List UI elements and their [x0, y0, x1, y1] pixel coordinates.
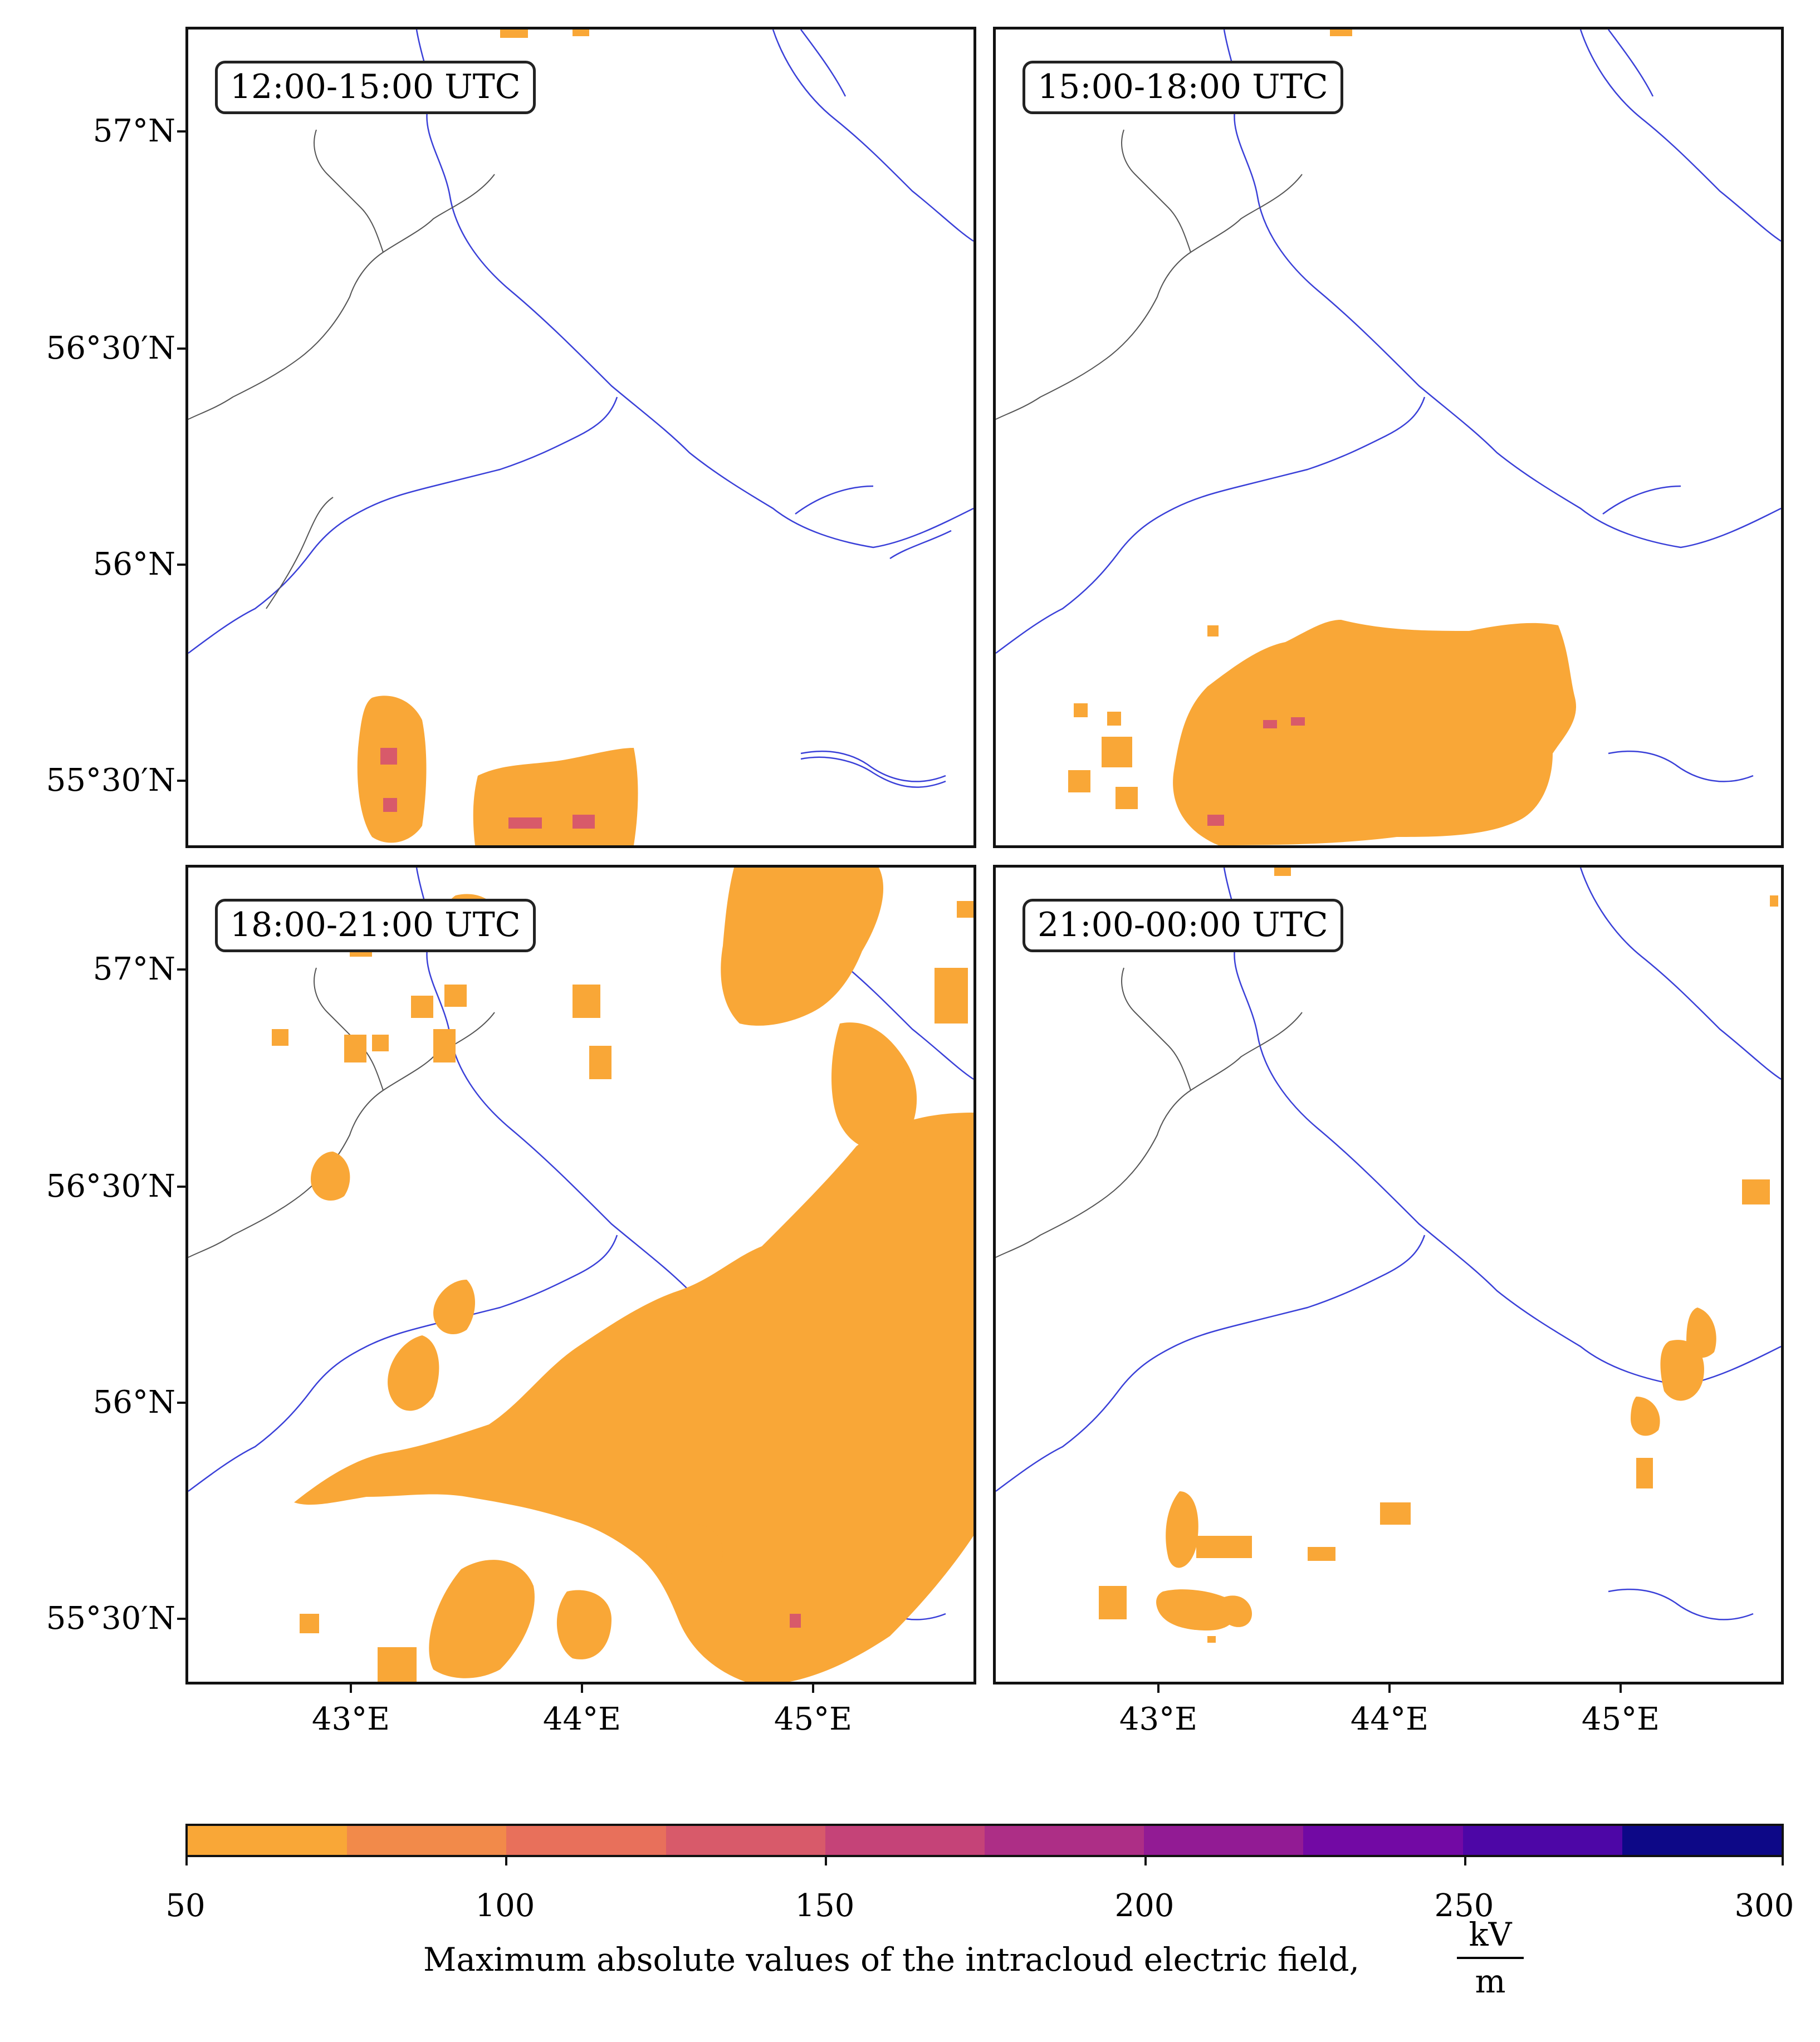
time-window-label: 15:00-18:00 UTC	[1022, 61, 1343, 114]
lon-label: 43°E	[311, 1701, 390, 1737]
colorbar-tick	[825, 1857, 827, 1865]
field-hotspots	[380, 748, 595, 829]
borders	[996, 129, 1303, 420]
colorbar-tick	[505, 1857, 507, 1865]
lat-label: 56°30′N	[46, 1168, 175, 1204]
map-panel-1: 12:00-15:00 UTC	[185, 27, 976, 848]
lat-label: 56°N	[92, 1384, 175, 1421]
field-cells	[1099, 868, 1778, 1643]
lon-tick	[812, 1684, 814, 1693]
lon-label: 45°E	[774, 1701, 853, 1737]
lon-tick	[1620, 1684, 1622, 1693]
colorbar-segment	[1462, 1826, 1622, 1855]
lat-tick	[177, 968, 185, 971]
lat-label: 57°N	[92, 951, 175, 987]
colorbar-tick-label: 100	[475, 1888, 535, 1924]
colorbar-segment	[825, 1826, 985, 1855]
lat-tick	[177, 347, 185, 350]
colorbar-tick-label: 150	[795, 1888, 855, 1924]
map-panel-3: 18:00-21:00 UTC	[185, 865, 976, 1684]
lon-label: 45°E	[1581, 1701, 1660, 1737]
colorbar-tick	[1782, 1857, 1784, 1865]
colorbar-tick	[1464, 1857, 1466, 1865]
colorbar-title: Maximum absolute values of the intraclou…	[423, 1941, 1360, 1979]
lon-tick	[350, 1684, 352, 1693]
field-cells	[1068, 30, 1576, 845]
colorbar-tick-label: 300	[1734, 1888, 1794, 1924]
field-cells	[272, 868, 973, 1682]
lat-label: 55°30′N	[46, 1600, 175, 1637]
map-canvas	[996, 30, 1781, 845]
borders	[996, 967, 1303, 1258]
colorbar-tick-label: 50	[165, 1888, 206, 1924]
borders	[188, 129, 495, 609]
lat-tick	[177, 1618, 185, 1620]
time-window-label: 18:00-21:00 UTC	[215, 899, 536, 952]
time-window-label: 21:00-00:00 UTC	[1022, 899, 1343, 952]
units-denominator: m	[1475, 1962, 1506, 2000]
lon-label: 43°E	[1119, 1701, 1198, 1737]
lon-tick	[1157, 1684, 1159, 1693]
colorbar-segment	[1144, 1826, 1304, 1855]
time-window-label: 12:00-15:00 UTC	[215, 61, 536, 114]
lon-tick	[1388, 1684, 1391, 1693]
colorbar-tick-label: 200	[1114, 1888, 1175, 1924]
field-hotspots	[790, 1614, 801, 1628]
rivers	[188, 30, 973, 788]
colorbar-segment	[666, 1826, 825, 1855]
lat-label: 57°N	[92, 113, 175, 149]
lat-label: 55°30′N	[46, 762, 175, 799]
map-canvas	[996, 868, 1781, 1643]
colorbar-units: kV m	[1457, 1916, 1524, 2000]
borders	[188, 967, 495, 1258]
colorbar-segment	[188, 1826, 348, 1855]
units-numerator: kV	[1457, 1916, 1524, 1959]
map-panel-2: 15:00-18:00 UTC	[993, 27, 1784, 848]
colorbar-segment	[506, 1826, 666, 1855]
lat-tick	[177, 564, 185, 566]
lon-label: 44°E	[1350, 1701, 1429, 1737]
rivers	[996, 30, 1781, 782]
lon-label: 44°E	[542, 1701, 622, 1737]
colorbar-tick-label: 250	[1434, 1888, 1494, 1924]
lon-tick	[581, 1684, 583, 1693]
lat-tick	[177, 130, 185, 133]
colorbar-segment	[985, 1826, 1144, 1855]
field-cells	[357, 30, 638, 845]
colorbar-tick	[1144, 1857, 1147, 1865]
colorbar	[185, 1824, 1784, 1857]
map-canvas	[188, 30, 973, 845]
colorbar-segment	[1303, 1826, 1463, 1855]
lat-tick	[177, 1186, 185, 1188]
field-hotspots	[1207, 717, 1305, 826]
colorbar-segment	[347, 1826, 507, 1855]
lat-tick	[177, 1402, 185, 1404]
lat-label: 56°30′N	[46, 330, 175, 366]
colorbar-tick	[185, 1857, 188, 1865]
map-panel-4: 21:00-00:00 UTC	[993, 865, 1784, 1684]
map-canvas	[188, 868, 973, 1682]
rivers	[996, 868, 1781, 1620]
lat-tick	[177, 780, 185, 782]
lat-label: 56°N	[92, 546, 175, 582]
colorbar-segment	[1622, 1826, 1782, 1855]
